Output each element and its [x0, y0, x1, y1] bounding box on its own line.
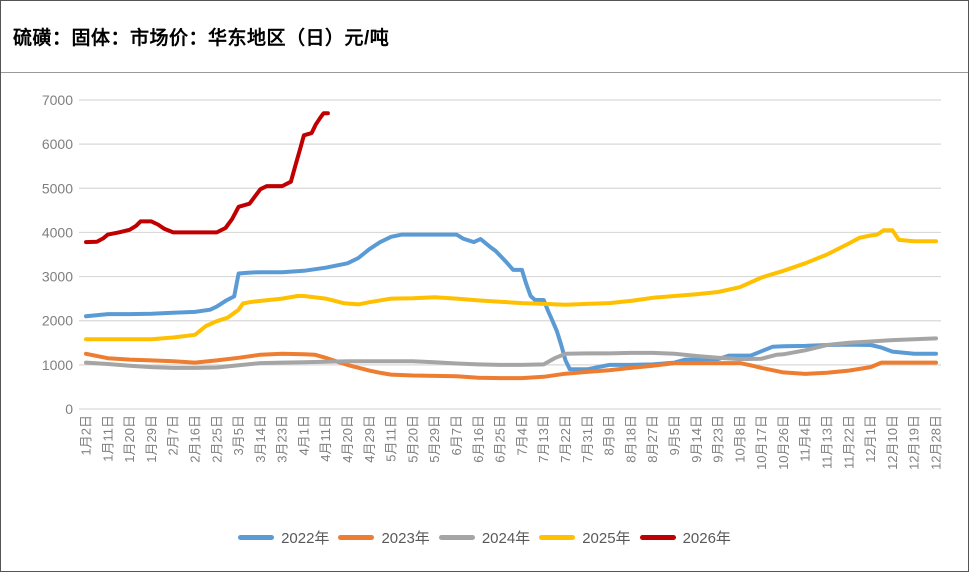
series-line-2023年: [84, 351, 938, 381]
x-axis-tick-label: 2月7日: [166, 415, 181, 455]
x-axis-tick-label: 6月7日: [449, 415, 464, 455]
x-axis-tick-label: 1月20日: [122, 415, 137, 463]
legend-item-2025年[interactable]: 2025年: [539, 527, 631, 548]
legend-swatch: [238, 535, 275, 540]
legend-swatch: [539, 535, 576, 540]
x-axis-tick-label: 2月16日: [187, 415, 202, 463]
x-axis-tick-label: 8月27日: [645, 415, 660, 463]
x-axis-tick-label: 1月11日: [100, 415, 115, 462]
x-axis-tick-label: 1月29日: [144, 415, 159, 463]
legend-item-2024年[interactable]: 2024年: [438, 527, 531, 548]
chart-plot-area: 0 1000 2000 3000 4000 5000 6000 7000 1月2日 1月11日 1月…: [42, 92, 944, 470]
title-bar: 硫磺：固体：市场价：华东地区（日）元/吨: [1, 1, 968, 73]
legend-swatch: [338, 535, 375, 540]
y-axis-tick-label: 1000: [42, 357, 73, 373]
x-axis-tick-label: 4月20日: [340, 415, 355, 463]
x-axis-tick-label: 1月2日: [79, 415, 94, 455]
y-axis-tick-label: 2000: [42, 313, 73, 329]
legend-label: 2026年: [682, 530, 731, 547]
y-axis-tick-label: 3000: [42, 269, 73, 285]
y-axis-tick-label: 4000: [42, 224, 73, 240]
x-axis-tick-label: 12月10日: [885, 415, 900, 470]
x-axis-tick-label: 12月19日: [907, 415, 922, 470]
x-axis-tick-label: 9月23日: [711, 415, 726, 463]
x-axis-tick-label: 8月18日: [623, 415, 638, 463]
x-axis-tick-label: 3月23日: [275, 415, 290, 463]
x-axis-tick-label: 9月5日: [667, 415, 682, 455]
x-axis-tick-label: 7月31日: [580, 415, 595, 463]
legend-label: 2024年: [481, 530, 531, 547]
x-axis-tick-label: 10月8日: [732, 415, 747, 463]
x-axis-tick-label: 10月26日: [776, 415, 791, 470]
x-axis-tick-label: 9月14日: [689, 415, 704, 463]
x-axis-tick-label: 5月29日: [427, 415, 442, 463]
legend-label: 2023年: [381, 530, 430, 547]
x-axis-tick-label: 7月22日: [558, 415, 573, 463]
series-line-2024年: [84, 336, 938, 370]
x-axis-tick-label: 2月25日: [209, 415, 224, 463]
x-axis-tick-label: 10月17日: [754, 415, 769, 470]
x-axis-tick-label: 7月13日: [536, 415, 551, 463]
x-axis-tick-label: 4月11日: [318, 415, 333, 462]
series-line-2025年: [84, 228, 938, 342]
legend-item-2026年[interactable]: 2026年: [639, 527, 731, 548]
x-axis-tick-label: 6月25日: [493, 415, 508, 463]
x-axis-tick-label: 3月5日: [231, 415, 246, 455]
y-axis-tick-label: 0: [65, 401, 73, 417]
x-axis-tick-label: 11月22日: [841, 415, 856, 469]
y-axis-tick-label: 6000: [42, 136, 73, 152]
y-axis-tick-label: 5000: [42, 180, 73, 196]
series-line-2022年: [84, 232, 938, 372]
legend-swatch: [438, 535, 475, 540]
x-axis-tick-label: 4月1日: [296, 415, 311, 455]
x-axis-tick-label: 12月1日: [863, 415, 878, 463]
x-axis-tick-label: 12月28日: [929, 415, 944, 470]
x-axis-tick-label: 5月11日: [384, 415, 399, 462]
y-axis-tick-label: 7000: [42, 92, 73, 108]
x-axis-tick-label: 3月14日: [253, 415, 268, 463]
x-axis-tick-label: 11月13日: [820, 415, 835, 469]
legend-label: 2025年: [582, 530, 631, 547]
x-axis-tick-label: 11月4日: [798, 415, 813, 462]
chart-title: 硫磺：固体：市场价：华东地区（日）元/吨: [13, 28, 390, 49]
legend-item-2023年[interactable]: 2023年: [338, 527, 430, 548]
legend-swatch: [639, 535, 676, 540]
x-axis-tick-label: 8月9日: [602, 415, 617, 455]
x-axis-tick-label: 7月4日: [514, 415, 529, 455]
x-axis-tick-label: 6月16日: [471, 415, 486, 463]
legend-item-2022年[interactable]: 2022年: [238, 527, 329, 548]
x-axis-tick-label: 4月29日: [362, 415, 377, 463]
x-axis-tick-label: 5月20日: [405, 415, 420, 463]
legend-label: 2022年: [281, 530, 330, 547]
series-line-2026年: [84, 111, 330, 245]
legend: 2022年 2023年 2024年 2025年 2026年: [1, 527, 968, 548]
